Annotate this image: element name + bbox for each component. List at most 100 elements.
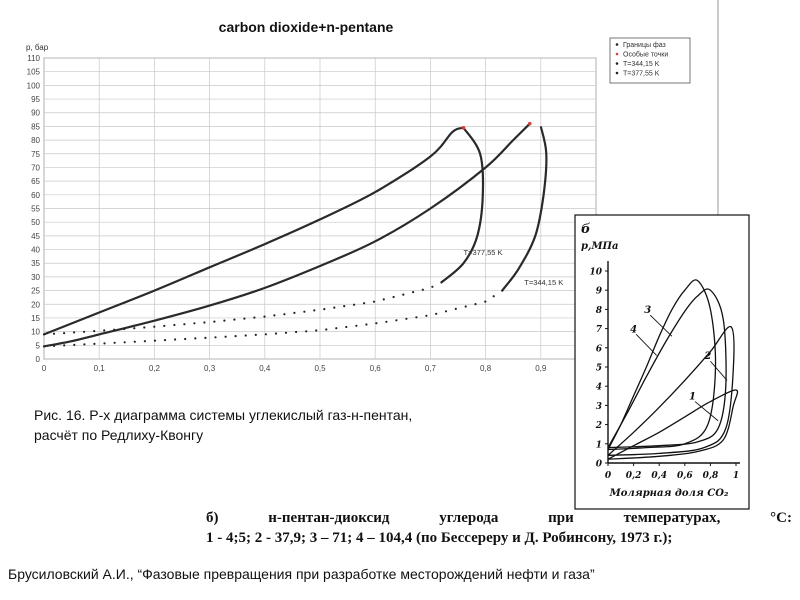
- y-tick-label: 60: [31, 191, 40, 200]
- inset-leader-line: [694, 401, 719, 422]
- y-tick-label: 70: [31, 163, 40, 172]
- y-tick-label: 45: [31, 232, 40, 241]
- dew-point-marker: [435, 312, 438, 315]
- inset-y-tick-label: 9: [596, 287, 603, 297]
- dew-point-marker: [263, 315, 266, 318]
- inset-caption: б) н-пентан-диоксид углерода при темпера…: [206, 508, 792, 548]
- inset-envelope: 2: [607, 326, 735, 456]
- dew-point-marker: [444, 310, 448, 313]
- dew-point-marker: [163, 324, 166, 327]
- x-tick-label: 0,8: [480, 364, 492, 373]
- inset-leader-line: [710, 360, 728, 381]
- dew-point-marker: [52, 332, 56, 335]
- dew-point-marker: [244, 334, 247, 337]
- inset-caption-label: б): [206, 510, 219, 526]
- inset-leader-line: [635, 334, 657, 356]
- legend-entry: Границы фаз: [623, 42, 666, 49]
- dew-point-marker: [63, 332, 66, 335]
- inset-curve-label: 3: [644, 305, 651, 316]
- dew-point-marker: [103, 329, 106, 332]
- dew-point-marker: [303, 310, 306, 313]
- dew-point-marker: [123, 327, 126, 331]
- bubble-point-curve: [43, 122, 531, 348]
- dew-point-marker: [464, 305, 467, 308]
- inset-panel-label: б: [581, 222, 591, 237]
- legend: Границы фаз Особые точки T=344,15 K T=377,5…: [609, 37, 691, 84]
- dew-point-curve: [501, 126, 548, 292]
- y-tick-label: 95: [31, 95, 40, 104]
- dew-point-marker: [333, 306, 336, 309]
- dew-point-marker: [193, 322, 196, 325]
- y-tick-label: 30: [31, 273, 40, 282]
- dew-point-marker: [492, 295, 495, 298]
- x-tick-label: 0,3: [204, 364, 216, 373]
- critical-point-marker: [461, 125, 466, 130]
- dew-point-marker: [233, 318, 236, 321]
- phase-envelope: [42, 125, 485, 336]
- dew-point-marker: [42, 345, 46, 348]
- y-tick-label: 100: [27, 81, 41, 90]
- dew-point-marker: [42, 333, 46, 336]
- dew-point-marker: [343, 305, 346, 308]
- x-tick-label: 0,1: [94, 364, 106, 373]
- inset-curve-label: 4: [630, 324, 637, 335]
- y-tick-label: 10: [31, 328, 40, 337]
- dew-point-marker: [264, 333, 267, 336]
- dew-point-marker: [93, 342, 96, 345]
- dew-point-marker: [243, 317, 246, 320]
- dew-point-marker: [113, 341, 116, 344]
- y-tick-label: 50: [31, 218, 40, 227]
- inset-envelope: 3: [607, 279, 717, 451]
- legend-marker: [615, 43, 619, 46]
- inset-caption-subject: н-пентан-диоксид: [268, 510, 390, 526]
- x-tick-label: 0,9: [535, 364, 547, 373]
- dew-point-marker: [83, 343, 86, 346]
- x-tick-label: 0,4: [259, 364, 271, 373]
- series-group: [42, 121, 548, 348]
- dew-point-curve: [440, 127, 485, 284]
- dew-point-marker: [392, 295, 395, 299]
- dew-point-marker: [363, 302, 366, 305]
- chart-title: carbon dioxide+n-pentane: [219, 19, 394, 35]
- dew-point-marker: [372, 300, 376, 303]
- inset-x-tick-label: 0,8: [703, 471, 719, 481]
- inset-leader-line: [649, 314, 673, 337]
- legend-entry: Особые точки: [623, 51, 668, 59]
- y-tick-label: 85: [31, 122, 40, 131]
- inset-y-tick-label: 5: [596, 364, 602, 374]
- inset-y-tick-label: 6: [596, 344, 603, 354]
- y-tick-label: 15: [31, 314, 40, 323]
- dew-point-marker: [293, 311, 296, 314]
- dew-point-marker: [224, 335, 227, 338]
- dew-point-marker: [234, 335, 237, 338]
- bubble-point-curve: [43, 126, 464, 336]
- curve-label: T=377,55 K: [464, 248, 503, 257]
- main-pressure-composition-chart: carbon dioxide+n-pentane p, бар 05101520…: [26, 0, 719, 400]
- inset-x-axis-label: Молярная доля CO₂: [609, 488, 729, 499]
- dew-point-marker: [335, 327, 338, 330]
- y-tick-label: 75: [31, 150, 40, 159]
- dew-point-marker: [253, 316, 256, 319]
- dew-point-marker: [402, 293, 405, 296]
- dew-point-marker: [305, 330, 308, 333]
- dew-point-marker: [365, 323, 368, 326]
- dew-point-marker: [183, 323, 186, 326]
- dew-point-marker: [83, 330, 86, 333]
- inset-x-tick-label: 0: [605, 471, 612, 481]
- critical-point-marker: [527, 121, 532, 126]
- dew-point-marker: [63, 344, 66, 347]
- dew-point-marker: [113, 328, 116, 331]
- dew-point-marker: [315, 329, 318, 332]
- inset-y-axis-label: p,МПа: [581, 241, 618, 252]
- legend-entry: T=377,55 K: [623, 71, 660, 78]
- dew-point-marker: [412, 291, 415, 294]
- dew-point-marker: [484, 300, 487, 303]
- dew-point-marker: [283, 313, 286, 316]
- inset-envelope-curve: [607, 326, 735, 456]
- dew-point-marker: [421, 288, 424, 291]
- dew-point-marker: [353, 303, 356, 306]
- dew-point-marker: [375, 322, 378, 325]
- dew-point-marker: [313, 309, 316, 312]
- dew-point-marker: [501, 289, 504, 292]
